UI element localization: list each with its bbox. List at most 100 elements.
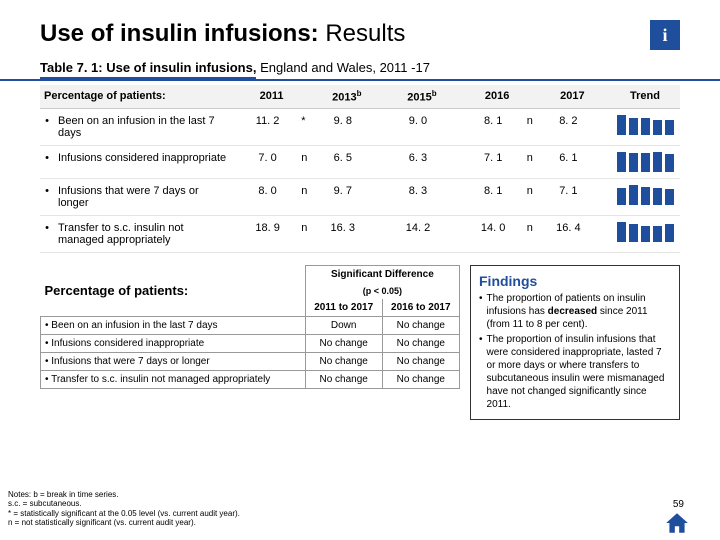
sig-cell: No change: [382, 316, 459, 334]
sig-row: • Been on an infusion in the last 7 days…: [41, 316, 460, 334]
sig-cell: Down: [305, 316, 382, 334]
significance-table: Percentage of patients: Significant Diff…: [40, 265, 460, 389]
table-row: •Infusions considered inappropriate7. 0n…: [40, 145, 680, 178]
caption-bold: Table 7. 1: Use of insulin infusions,: [40, 60, 256, 79]
cell-sig: n: [301, 145, 309, 178]
sparkline: [610, 145, 680, 178]
col-header: Trend: [610, 85, 680, 108]
table-row: •Transfer to s.c. insulin not managed ap…: [40, 215, 680, 252]
home-icon[interactable]: [664, 510, 690, 536]
sig-row-label: • Infusions that were 7 days or longer: [41, 352, 306, 370]
cell-sig: [376, 108, 384, 145]
col-header: 2011: [234, 85, 309, 108]
cell-sig: n: [527, 145, 535, 178]
cell-sig: [452, 215, 460, 252]
cell-value: 8. 1: [460, 108, 527, 145]
cell-value: 18. 9: [234, 215, 301, 252]
sig-header: Significant Difference: [305, 265, 459, 283]
cell-sig: [376, 215, 384, 252]
table-row: •Been on an infusion in the last 7 days1…: [40, 108, 680, 145]
row-label: Infusions that were 7 days or longer: [54, 178, 234, 215]
bullet: •: [40, 108, 54, 145]
col-header: 2013b: [309, 85, 384, 108]
cell-value: 14. 0: [460, 215, 527, 252]
bullet: •: [40, 145, 54, 178]
sig-row: • Transfer to s.c. insulin not managed a…: [41, 370, 460, 388]
cell-sig: *: [301, 108, 309, 145]
page-number: 59: [673, 499, 684, 510]
sig-row: • Infusions that were 7 days or longerNo…: [41, 352, 460, 370]
finding-item: The proportion of patients on insulin in…: [479, 292, 671, 331]
sig-row-label: • Transfer to s.c. insulin not managed a…: [41, 370, 306, 388]
cell-value: 9. 0: [384, 108, 451, 145]
cell-sig: [602, 145, 610, 178]
cell-sig: n: [527, 108, 535, 145]
col-header: 2016: [460, 85, 535, 108]
cell-value: 7. 0: [234, 145, 301, 178]
cell-value: 16. 4: [535, 215, 602, 252]
info-icon[interactable]: i: [650, 20, 680, 50]
row-label: Infusions considered inappropriate: [54, 145, 234, 178]
cell-sig: [376, 178, 384, 215]
cell-sig: [452, 108, 460, 145]
row-label: Been on an infusion in the last 7 days: [54, 108, 234, 145]
cell-value: 8. 1: [460, 178, 527, 215]
sparkline: [610, 178, 680, 215]
sig-row: • Infusions considered inappropriateNo c…: [41, 334, 460, 352]
data-table: Percentage of patients:20112013b2015b201…: [40, 85, 680, 253]
cell-value: 6. 1: [535, 145, 602, 178]
cell-value: 14. 2: [384, 215, 451, 252]
cell-sig: [602, 215, 610, 252]
cell-sig: n: [527, 215, 535, 252]
cell-value: 8. 2: [535, 108, 602, 145]
footnotes: Notes: b = break in time series.s.c. = s…: [8, 490, 408, 528]
bullet: •: [40, 178, 54, 215]
findings-title: Findings: [479, 272, 671, 290]
sig-row-header: Percentage of patients:: [41, 265, 306, 316]
col-header: 2017: [535, 85, 610, 108]
cell-sig: n: [301, 178, 309, 215]
col-header: 2015b: [384, 85, 459, 108]
sig-row-label: • Been on an infusion in the last 7 days: [41, 316, 306, 334]
sig-col: 2016 to 2017: [382, 299, 459, 317]
finding-item: The proportion of insulin infusions that…: [479, 333, 671, 411]
cell-sig: n: [301, 215, 309, 252]
sparkline: [610, 108, 680, 145]
sig-cell: No change: [382, 352, 459, 370]
cell-value: 8. 3: [384, 178, 451, 215]
sig-cell: No change: [305, 370, 382, 388]
cell-value: 8. 0: [234, 178, 301, 215]
cell-value: 9. 8: [309, 108, 376, 145]
cell-sig: [452, 178, 460, 215]
cell-value: 6. 3: [384, 145, 451, 178]
sig-row-label: • Infusions considered inappropriate: [41, 334, 306, 352]
cell-sig: [602, 108, 610, 145]
sig-cell: No change: [382, 370, 459, 388]
table-caption: Table 7. 1: Use of insulin infusions, En…: [0, 60, 720, 81]
cell-sig: [452, 145, 460, 178]
title-bold: Use of insulin infusions:: [40, 20, 319, 47]
cell-value: 9. 7: [309, 178, 376, 215]
sig-col: 2011 to 2017: [305, 299, 382, 317]
title-light: Results: [325, 20, 405, 47]
bullet: •: [40, 215, 54, 252]
col-header: Percentage of patients:: [40, 85, 234, 108]
cell-value: 6. 5: [309, 145, 376, 178]
sig-cell: No change: [305, 352, 382, 370]
caption-light: England and Wales, 2011 -17: [256, 60, 429, 75]
sig-cell: No change: [382, 334, 459, 352]
cell-sig: n: [527, 178, 535, 215]
sig-subhead: (p < 0.05): [305, 283, 459, 299]
cell-sig: [376, 145, 384, 178]
cell-value: 16. 3: [309, 215, 376, 252]
sparkline: [610, 215, 680, 252]
cell-value: 7. 1: [460, 145, 527, 178]
cell-value: 7. 1: [535, 178, 602, 215]
table-row: •Infusions that were 7 days or longer8. …: [40, 178, 680, 215]
cell-sig: [602, 178, 610, 215]
findings-box: Findings The proportion of patients on i…: [470, 265, 680, 420]
sig-cell: No change: [305, 334, 382, 352]
row-label: Transfer to s.c. insulin not managed app…: [54, 215, 234, 252]
page-title: Use of insulin infusions: Results: [40, 20, 405, 48]
cell-value: 11. 2: [234, 108, 301, 145]
